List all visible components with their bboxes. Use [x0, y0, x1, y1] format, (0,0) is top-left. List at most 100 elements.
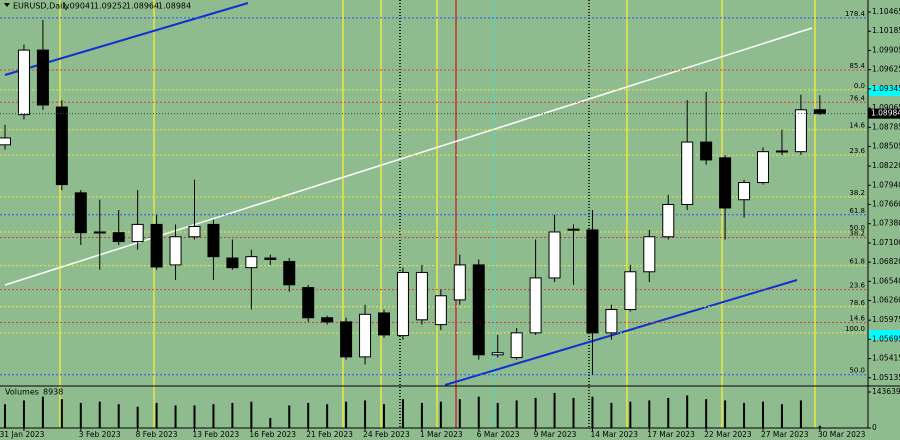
- fib-level-label: 14.6: [849, 315, 865, 323]
- volume-label: Volumes: [5, 388, 39, 397]
- y-tick-label: 1.10185: [872, 26, 900, 35]
- volume-tick-label: 0: [872, 423, 877, 432]
- price-highlight: [869, 330, 900, 340]
- candle-body: [17, 49, 30, 116]
- y-tick-label: 1.05135: [872, 373, 900, 382]
- candle-body: [719, 157, 732, 209]
- candle-body: [55, 106, 68, 186]
- candle-body: [226, 257, 239, 269]
- x-tick-label: 31 Jan 2023: [0, 430, 45, 439]
- x-tick-label: 1 Mar 2023: [420, 430, 463, 439]
- candle-body: [813, 109, 826, 115]
- candle-body: [302, 287, 315, 319]
- y-tick-label: 1.08220: [872, 161, 900, 170]
- candle-body: [340, 321, 353, 358]
- candle-body: [188, 225, 201, 238]
- candle-body: [643, 236, 656, 273]
- x-tick-label: 16 Feb 2023: [249, 430, 296, 439]
- candle-body: [396, 271, 409, 337]
- candle-body: [681, 141, 694, 206]
- candle-body: [359, 313, 372, 358]
- menu-arrow: [4, 3, 10, 7]
- candle-body: [264, 257, 277, 260]
- candle-body: [624, 271, 637, 311]
- candle-body: [662, 204, 675, 238]
- x-tick-label: 27 Mar 2023: [761, 430, 809, 439]
- price-highlight: [869, 86, 900, 96]
- candle-body: [567, 228, 580, 231]
- vertical-lines: [59, 0, 816, 428]
- y-tick-label: 1.07940: [872, 180, 900, 189]
- x-tick-label: 22 Mar 2023: [704, 430, 752, 439]
- y-tick-label: 1.08785: [872, 122, 900, 131]
- volume-tick-label: 143639: [872, 387, 900, 396]
- y-tick-label: 1.08505: [872, 142, 900, 151]
- candle-body: [169, 236, 182, 266]
- header-close: 1.08984: [158, 2, 191, 11]
- candle-body: [548, 231, 561, 279]
- y-tick-label: 1.09625: [872, 65, 900, 74]
- candle-body: [757, 151, 769, 184]
- fib-level-label: 85.4: [849, 62, 865, 70]
- y-tick-label: 1.09065: [872, 103, 900, 112]
- candle-body: [36, 49, 49, 106]
- x-tick-label: 13 Feb 2023: [193, 430, 240, 439]
- current-price-label: 1.08984: [871, 109, 900, 118]
- candle-body: [283, 260, 296, 286]
- candle-body: [321, 317, 334, 323]
- candle-body: [605, 309, 618, 334]
- candle-body: [0, 137, 11, 146]
- fib-level-label: 0.0: [854, 82, 865, 90]
- x-tick-label: 3 Feb 2023: [79, 430, 121, 439]
- y-tick-label: 1.07100: [872, 238, 900, 247]
- volume-current: 8938: [43, 388, 63, 397]
- candle-body: [93, 231, 106, 234]
- fib-level-label: 61.8: [849, 207, 865, 215]
- trend-line: [4, 27, 813, 286]
- candle-body: [415, 271, 428, 321]
- y-tick-label: 1.07380: [872, 219, 900, 228]
- y-tick-label: 1.10465: [872, 7, 900, 16]
- y-tick-label: 1.05695: [872, 334, 900, 343]
- fib-level-label: 23.6: [849, 147, 865, 155]
- x-tick-label: 9 Mar 2023: [534, 430, 577, 439]
- current-price-box: [868, 108, 900, 119]
- candle-body: [529, 277, 542, 334]
- x-tick-label: 21 Feb 2023: [306, 430, 353, 439]
- fib-level-label: 50.0: [849, 224, 865, 232]
- y-tick-label: 1.09905: [872, 45, 900, 54]
- fib-level-label: 14.6: [849, 122, 865, 130]
- candle-body: [700, 141, 713, 161]
- candle-body: [207, 223, 220, 258]
- x-tick-label: 17 Mar 2023: [647, 430, 695, 439]
- candle-body: [472, 264, 485, 356]
- candle-body: [491, 352, 504, 356]
- fib-level-label: 78.6: [849, 299, 865, 307]
- fib-level-label: 61.8: [849, 258, 865, 266]
- x-tick-label: 14 Mar 2023: [590, 430, 638, 439]
- fib-level-label: 23.6: [849, 282, 865, 290]
- candle-body: [434, 295, 447, 326]
- x-tick-label: 24 Feb 2023: [363, 430, 410, 439]
- fib-level-label: 38.2: [849, 229, 865, 237]
- candle-body: [131, 223, 144, 243]
- y-tick-label: 1.05415: [872, 354, 900, 363]
- candle-body: [74, 192, 87, 234]
- y-tick-label: 1.06820: [872, 257, 900, 266]
- fib-level-label: 50.0: [849, 367, 865, 375]
- candle-body: [510, 332, 523, 359]
- x-tick-label: 8 Feb 2023: [136, 430, 178, 439]
- fib-level-label: 76.4: [849, 94, 865, 102]
- x-tick-label: 30 Mar 2023: [818, 430, 866, 439]
- fib-level-label: 38.2: [849, 189, 865, 197]
- fib-level-label: 100.0: [845, 325, 865, 333]
- y-tick-label: 1.06540: [872, 276, 900, 285]
- header-open: 1.09041: [62, 2, 95, 11]
- candle-body: [775, 150, 788, 153]
- candle-body: [738, 182, 751, 201]
- y-tick-label: 1.05975: [872, 315, 900, 324]
- header-high: 1.09252: [94, 2, 127, 11]
